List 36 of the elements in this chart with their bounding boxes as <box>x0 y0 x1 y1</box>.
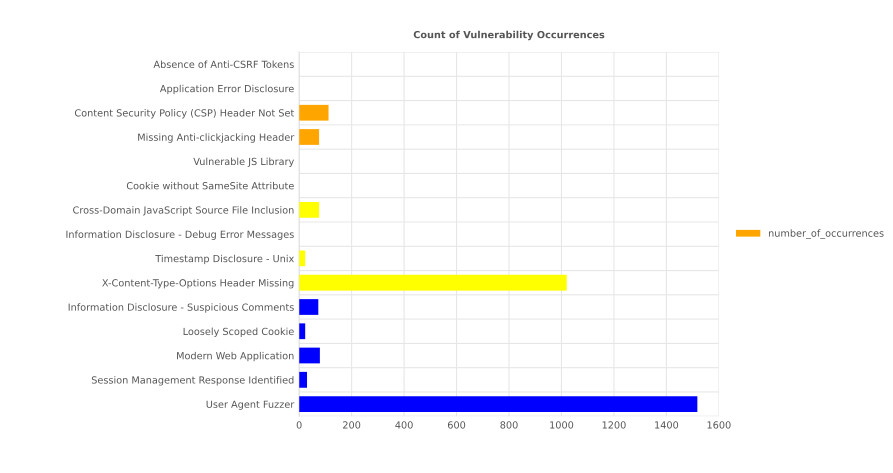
bar <box>299 274 567 291</box>
bar <box>299 104 329 121</box>
y-tick-label: Missing Anti-clickjacking Header <box>138 133 294 143</box>
bar <box>299 202 320 218</box>
y-tick-label: Modern Web Application <box>177 352 294 362</box>
x-tick-label: 1000 <box>550 421 574 429</box>
bar <box>299 323 306 340</box>
y-tick-label: X-Content-Type-Options Header Missing <box>102 279 294 288</box>
y-tick-label: Information Disclosure - Debug Error Messages <box>66 230 294 240</box>
y-tick-label: Application Error Disclosure <box>160 84 294 94</box>
bar <box>299 299 318 315</box>
bar <box>299 396 698 412</box>
x-tick-label: 1400 <box>655 421 678 429</box>
x-tick-label: 400 <box>395 421 413 429</box>
y-tick-label: User Agent Fuzzer <box>206 400 294 410</box>
y-tick-label: Cookie without SameSite Attribute <box>126 182 294 190</box>
bar <box>299 129 320 145</box>
y-tick-label: Information Disclosure - Suspicious Comments <box>68 303 294 313</box>
legend-label: number_of_occurrences <box>768 229 884 239</box>
x-tick-label: 0 <box>296 421 302 429</box>
bar <box>299 250 306 266</box>
y-tick-label: Content Security Policy (CSP) Header Not Set <box>74 109 294 118</box>
x-tick-label: 600 <box>448 421 466 429</box>
bar <box>299 348 320 364</box>
y-tick-label: Session Management Response Identified <box>92 376 294 386</box>
chart-title: Count of Vulnerability Occurrences <box>414 30 604 40</box>
y-tick-label: Cross-Domain JavaScript Source File Inclusion <box>73 206 294 216</box>
x-tick-label: 800 <box>500 421 518 429</box>
y-tick-label: Vulnerable JS Library <box>193 158 294 168</box>
x-tick-label: 1600 <box>708 421 731 429</box>
bar <box>299 372 308 388</box>
x-tick-label: 200 <box>343 421 360 429</box>
x-tick-label: 1200 <box>602 421 626 429</box>
y-tick-label: Loosely Scoped Cookie <box>184 328 294 337</box>
y-tick-label: Absence of Anti-CSRF Tokens <box>154 60 294 68</box>
y-tick-label: Timestamp Disclosure - Unix <box>155 254 294 264</box>
